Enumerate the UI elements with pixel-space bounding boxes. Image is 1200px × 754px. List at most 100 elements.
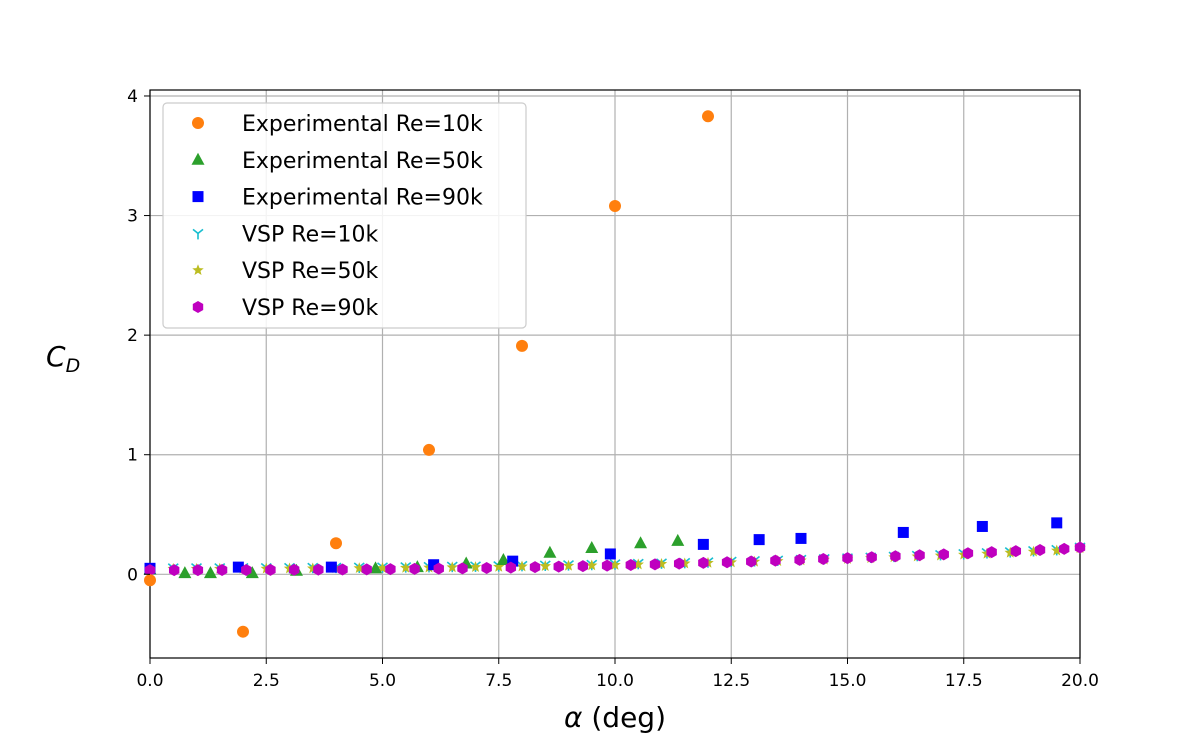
data-point — [337, 563, 348, 576]
data-point — [428, 559, 440, 571]
data-point — [361, 563, 372, 576]
data-point — [625, 558, 637, 571]
data-point — [203, 566, 217, 579]
data-point — [753, 534, 765, 546]
data-point — [698, 556, 709, 569]
y-axis-symbol: C — [46, 340, 66, 373]
data-point — [493, 560, 505, 572]
x-tick-label: 10.0 — [596, 671, 634, 691]
grid — [149, 90, 1081, 658]
x-tick-label: 0.0 — [136, 671, 163, 691]
data-point — [192, 564, 204, 577]
data-point — [655, 558, 668, 569]
legend-label: Experimental Re=10k — [242, 112, 483, 137]
legend-label: Experimental Re=90k — [242, 186, 483, 211]
x-tick-label: 7.5 — [485, 671, 512, 691]
y-axis-label: CD — [46, 340, 80, 377]
data-point — [457, 562, 468, 575]
data-point — [539, 560, 551, 572]
data-point — [481, 561, 492, 574]
data-point — [746, 555, 757, 568]
data-point — [496, 552, 510, 565]
data-point — [938, 548, 949, 561]
legend-marker — [192, 228, 204, 240]
data-points — [143, 110, 1086, 638]
legend-box — [162, 102, 527, 329]
x-axis-unit: (deg) — [582, 701, 666, 734]
data-point — [307, 562, 319, 574]
data-point — [604, 548, 616, 560]
data-point — [673, 557, 685, 570]
data-point — [245, 566, 259, 579]
data-point — [400, 561, 412, 573]
x-tick-label: 12.5 — [712, 671, 750, 691]
data-point — [770, 554, 781, 567]
data-point — [1004, 546, 1016, 558]
data-point — [842, 552, 853, 565]
data-point — [178, 566, 192, 579]
data-point — [505, 561, 517, 574]
legend-label: VSP Re=10k — [242, 222, 379, 247]
data-point — [423, 443, 435, 456]
legend: Experimental Re=10k Experimental Re=50k Ex… — [162, 102, 527, 329]
data-point — [516, 339, 528, 352]
data-point — [577, 560, 589, 573]
data-point — [986, 546, 997, 559]
series-circle-points — [144, 110, 714, 638]
axis-ticks: 0.0 2.5 5.0 7.5 10.0 12.5 15.0 17.5 20.0 0 1 2 3 4 — [127, 87, 1099, 691]
data-point — [649, 558, 661, 571]
data-point — [634, 536, 648, 549]
data-point — [697, 538, 709, 550]
data-point — [1010, 545, 1022, 558]
legend-label: VSP Re=50k — [242, 259, 379, 284]
data-point — [144, 564, 156, 577]
x-tick-label: 2.5 — [253, 671, 280, 691]
y-tick-label: 0 — [127, 565, 138, 585]
series-hexagon-points — [144, 541, 1086, 577]
data-point — [144, 574, 156, 587]
data-point — [914, 549, 925, 562]
legend-marker — [192, 191, 204, 203]
data-point — [446, 561, 458, 573]
data-point — [237, 625, 249, 638]
data-point — [553, 560, 564, 573]
x-axis-symbol: α — [564, 701, 583, 734]
legend-label: Experimental Re=50k — [242, 149, 483, 174]
data-point — [702, 110, 714, 123]
data-point — [330, 537, 342, 550]
data-point — [385, 563, 396, 576]
data-point — [216, 563, 228, 576]
legend-marker — [192, 117, 204, 129]
x-tick-label: 5.0 — [369, 671, 396, 691]
data-point — [376, 562, 389, 573]
x-tick-label: 17.5 — [945, 671, 983, 691]
data-point — [507, 555, 519, 567]
legend-label: VSP Re=90k — [242, 296, 379, 321]
data-point — [516, 560, 528, 572]
data-point — [369, 561, 383, 574]
x-axis-label: α (deg) — [564, 701, 666, 734]
legend-marker — [192, 301, 204, 313]
data-point — [795, 532, 807, 544]
data-point — [433, 562, 444, 575]
data-point — [241, 563, 252, 576]
data-point — [794, 553, 805, 566]
data-point — [976, 520, 988, 532]
data-point — [609, 558, 621, 570]
data-point — [1058, 542, 1070, 555]
data-point — [632, 558, 644, 570]
data-point — [562, 559, 575, 571]
y-tick-label: 4 — [127, 87, 138, 107]
data-point — [601, 559, 613, 572]
data-point — [288, 563, 300, 576]
data-point — [353, 562, 365, 574]
x-tick-label: 20.0 — [1061, 671, 1099, 691]
data-point — [962, 547, 974, 560]
data-point — [679, 557, 691, 569]
data-point — [313, 563, 324, 576]
y-tick-label: 3 — [127, 207, 138, 227]
data-point — [818, 552, 829, 565]
data-point — [168, 564, 180, 577]
data-point — [890, 550, 901, 563]
